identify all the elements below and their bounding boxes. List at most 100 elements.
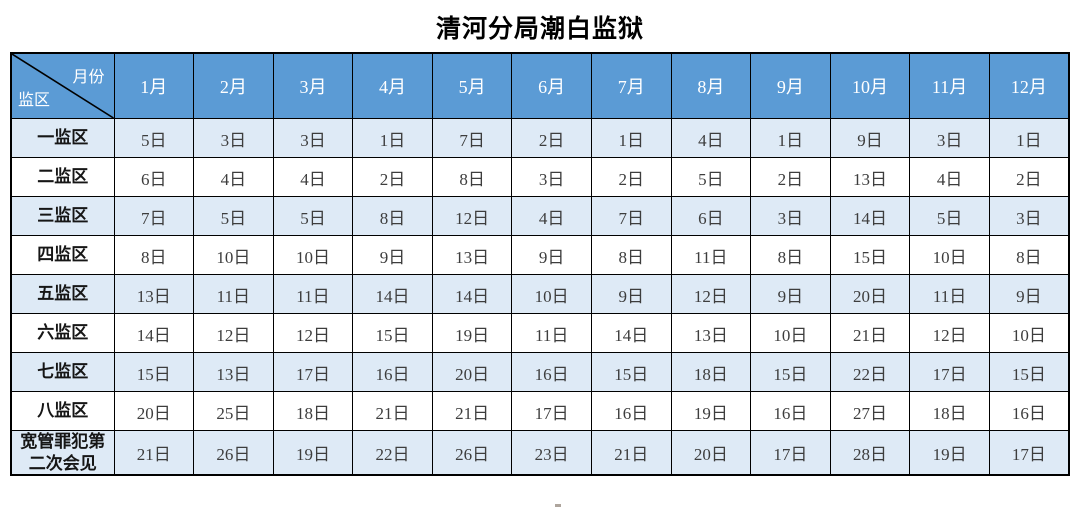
date-cell: 25日 [193,391,274,431]
date-cell: 1日 [750,118,831,158]
date-cell: 5日 [193,196,274,236]
date-cell: 13日 [113,274,195,314]
table-row: 三监区 7日 5日 5日 8日 12日 4日 7日 6日 3日 14日 5日 3日 [10,196,1070,236]
month-header-cell: 3月 [272,52,354,119]
date-cell: 4日 [272,157,354,197]
date-cell: 8日 [113,235,195,275]
date-cell: 11日 [193,274,274,314]
date-cell: 26日 [193,430,274,476]
month-header-cell: 10月 [829,52,911,119]
date-cell: 8日 [431,157,513,197]
date-cell: 4日 [511,196,592,236]
date-cell: 28日 [829,430,911,476]
date-cell: 5日 [909,196,990,236]
date-cell: 2日 [590,157,672,197]
date-cell: 16日 [590,391,672,431]
date-cell: 9日 [590,274,672,314]
date-cell: 15日 [829,235,911,275]
date-cell: 12日 [909,313,990,353]
date-cell: 17日 [272,352,354,392]
date-cell: 1日 [590,118,672,158]
date-cell: 9日 [988,274,1070,314]
date-cell: 1日 [352,118,433,158]
date-cell: 6日 [113,157,195,197]
visit-schedule-table: 月份 监区 1月 2月 3月 4月 5月 6月 7月 8月 9月 10月 11月 12月 一监区 5日 3… [10,52,1070,476]
date-cell: 3日 [750,196,831,236]
date-cell: 14日 [829,196,911,236]
date-cell: 9日 [352,235,433,275]
month-header-cell: 7月 [590,52,672,119]
table-row: 六监区 14日 12日 12日 15日 19日 11日 14日 13日 10日 21日 12日 10日 [10,313,1070,353]
date-cell: 17日 [750,430,831,476]
table-row: 二监区 6日 4日 4日 2日 8日 3日 2日 5日 2日 13日 4日 2日 [10,157,1070,197]
date-cell: 19日 [670,391,752,431]
date-cell: 21日 [352,391,433,431]
date-cell: 15日 [590,352,672,392]
date-cell: 21日 [829,313,911,353]
date-cell: 17日 [988,430,1070,476]
date-cell: 9日 [829,118,911,158]
date-cell: 10日 [909,235,990,275]
date-cell: 16日 [352,352,433,392]
date-cell: 4日 [909,157,990,197]
table-body: 一监区 5日 3日 3日 1日 7日 2日 1日 4日 1日 9日 3日 1日 二监区 6日 4日 4日 2日 8日… [10,118,1070,476]
date-cell: 11日 [511,313,592,353]
date-cell: 18日 [909,391,990,431]
date-cell: 4日 [670,118,752,158]
corner-header-cell: 月份 监区 [10,52,115,119]
date-cell: 3日 [272,118,354,158]
date-cell: 12日 [193,313,274,353]
date-cell: 20日 [113,391,195,431]
date-cell: 15日 [988,352,1070,392]
date-cell: 10日 [272,235,354,275]
date-cell: 9日 [511,235,592,275]
date-cell: 21日 [113,430,195,476]
date-cell: 17日 [511,391,592,431]
table-row: 一监区 5日 3日 3日 1日 7日 2日 1日 4日 1日 9日 3日 1日 [10,118,1070,158]
date-cell: 19日 [272,430,354,476]
date-cell: 20日 [431,352,513,392]
header-row: 月份 监区 1月 2月 3月 4月 5月 6月 7月 8月 9月 10月 11月 12月 [10,52,1070,119]
date-cell: 22日 [829,352,911,392]
date-cell: 19日 [909,430,990,476]
date-cell: 13日 [431,235,513,275]
corner-label-months: 月份 [72,69,105,86]
table-row: 四监区 8日 10日 10日 9日 13日 9日 8日 11日 8日 15日 10日 8日 [10,235,1070,275]
table-row: 宽管罪犯第二次会见 21日 26日 19日 22日 26日 23日 21日 20日 17日 28日 1… [10,430,1070,476]
date-cell: 9日 [750,274,831,314]
date-cell: 3日 [988,196,1070,236]
date-cell: 10日 [193,235,274,275]
date-cell: 22日 [352,430,433,476]
corner-label-district: 监区 [18,92,51,109]
date-cell: 5日 [113,118,195,158]
row-label: 八监区 [10,391,115,431]
page-title: 清河分局潮白监狱 [435,16,644,43]
month-header-cell: 6月 [511,52,592,119]
date-cell: 10日 [750,313,831,353]
date-cell: 7日 [590,196,672,236]
row-label: 四监区 [10,235,115,275]
date-cell: 10日 [988,313,1070,353]
date-cell: 12日 [431,196,513,236]
date-cell: 15日 [352,313,433,353]
row-label: 一监区 [10,118,115,158]
table-row: 八监区 20日 25日 18日 21日 21日 17日 16日 19日 16日 27日 18日 16日 [10,391,1070,431]
date-cell: 26日 [431,430,513,476]
date-cell: 20日 [829,274,911,314]
date-cell: 19日 [431,313,513,353]
date-cell: 23日 [511,430,592,476]
date-cell: 14日 [590,313,672,353]
date-cell: 18日 [272,391,354,431]
date-cell: 2日 [511,118,592,158]
date-cell: 8日 [750,235,831,275]
date-cell: 11日 [670,235,752,275]
date-cell: 3日 [511,157,592,197]
date-cell: 8日 [590,235,672,275]
date-cell: 13日 [193,352,274,392]
date-cell: 15日 [750,352,831,392]
table-row: 七监区 15日 13日 17日 16日 20日 16日 15日 18日 15日 22日 17日 15日 [10,352,1070,392]
date-cell: 12日 [272,313,354,353]
date-cell: 16日 [988,391,1070,431]
date-cell: 3日 [909,118,990,158]
month-header-cell: 11月 [909,52,990,119]
